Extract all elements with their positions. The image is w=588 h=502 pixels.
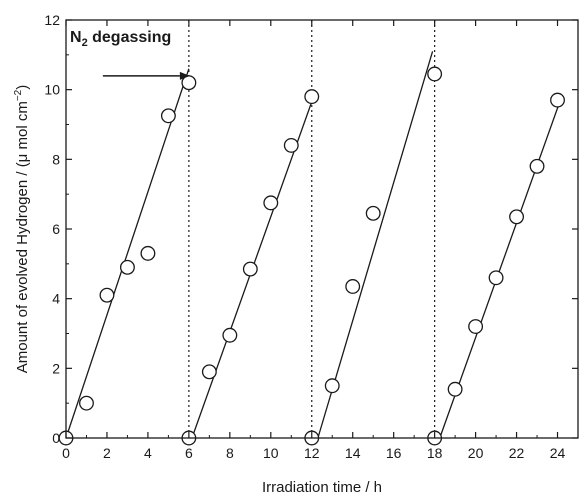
degassing-label-n: N [70,29,82,46]
x-tick-label: 14 [345,445,361,461]
y-tick-label: 2 [52,360,60,376]
data-point [160,108,176,124]
y-tick-label: 0 [52,430,60,446]
degassing-annotation: N2 degassing [70,29,190,80]
data-point [365,205,381,221]
fit-line [65,68,190,439]
data-point [447,381,463,397]
degassing-label-subscript: 2 [82,37,88,49]
x-axis-label: Irradiation time / h [262,479,382,496]
data-point [427,66,443,82]
data-point [488,270,504,286]
data-point [140,245,156,261]
data-point [345,279,361,294]
x-axis-ticks: 0 2 4 6 8 10 12 14 16 18 20 22 24 [62,20,566,461]
y-tick-label: 6 [52,221,60,237]
y-axis-label-mu: μ [14,154,31,163]
x-tick-label: 22 [509,445,525,461]
data-point [99,287,115,303]
data-point [119,259,135,275]
data-point [529,158,545,174]
x-tick-label: 4 [144,445,152,461]
y-axis-label-prefix: Amount of evolved Hydrogen / ( [14,162,31,373]
x-tick-label: 0 [62,445,70,461]
data-point [509,209,525,225]
fit-line [317,51,434,439]
y-tick-label: 10 [44,82,60,98]
x-tick-label: 16 [386,445,402,461]
y-tick-label: 8 [52,151,60,167]
y-axis-label: Amount of evolved Hydrogen / (μ mol cm−2… [13,85,31,374]
x-tick-label: 18 [427,445,443,461]
data-point [550,92,565,108]
data-point [304,89,320,105]
fit-line [439,96,563,439]
fit-lines [65,51,563,439]
x-tick-label: 20 [468,445,484,461]
data-point [283,137,299,153]
data-point [222,327,238,343]
data-point [324,378,340,394]
data-point [468,319,484,334]
x-tick-label: 12 [304,445,320,461]
degassing-label: N2 degassing [70,29,171,49]
y-axis-ticks: 0 2 4 6 8 10 12 [44,12,578,446]
x-tick-label: 6 [185,445,193,461]
x-tick-label: 24 [550,445,566,461]
degassing-label-rest: degassing [88,29,172,46]
y-tick-label: 12 [44,12,60,28]
data-point [79,395,94,411]
data-point [263,195,279,211]
cycle-divider-lines [188,20,436,438]
y-tick-label: 4 [52,291,60,307]
y-axis-label-unit: mol cm [14,101,31,154]
data-point [242,261,258,277]
data-point [201,364,217,380]
x-tick-label: 10 [263,445,279,461]
x-tick-label: 2 [103,445,111,461]
degassing-arrow-head [179,71,190,80]
plot-frame [65,19,579,439]
y-axis-label-exponent: −2 [13,89,24,101]
y-axis-label-suffix: ) [14,85,31,90]
x-tick-label: 8 [226,445,234,461]
